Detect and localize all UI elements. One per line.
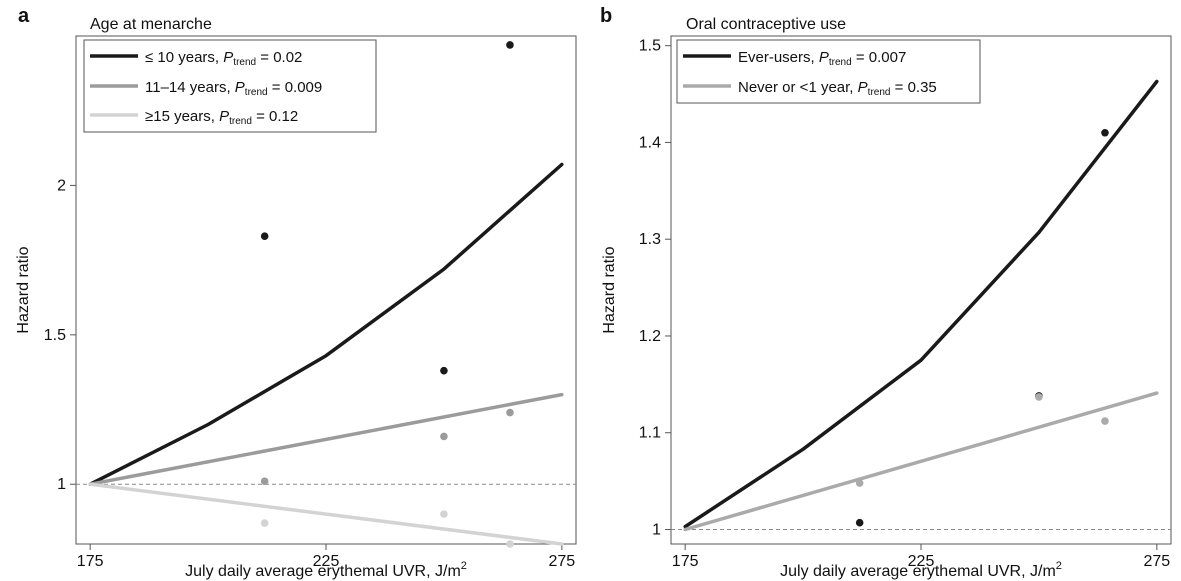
- panel-a-axes: 175 225 275 1 1.5 2: [44, 177, 576, 570]
- panel-b-y-tick-label-1: 1: [652, 521, 661, 538]
- panel-a-x-tick-label-2: 225: [313, 553, 340, 570]
- panel-b-x-tick-label-2: 225: [908, 553, 935, 570]
- panel-b-y-tick-label-6: 1.5: [639, 38, 661, 55]
- panel-b-legend-entry-1: Ever-users, Ptrend = 0.007: [683, 49, 906, 68]
- panel-a-series-3-point-3: [506, 540, 514, 548]
- panel-a-series-1-line: [88, 162, 564, 486]
- panel-a-y-axis-label: Hazard ratio: [15, 246, 32, 333]
- panel-a-y-tick-label-2: 1.5: [44, 327, 66, 344]
- panel-b-axes: 175 225 275 1 1.1 1.2 1.3 1.4 1.5: [639, 38, 1171, 570]
- panel-b-y-tick-label-5: 1.4: [639, 134, 661, 151]
- panel-a-x-tick-label-3: 275: [548, 553, 575, 570]
- panel-a-y-tick-label-1: 1: [57, 476, 66, 493]
- panel-b-series-2-line: [683, 391, 1159, 532]
- panel-b-label: b: [600, 5, 612, 27]
- panel-b-legend-entry-2: Never or <1 year, Ptrend = 0.35: [683, 79, 937, 98]
- panel-a-legend-entry-2: 11–14 years, Ptrend = 0.009: [90, 79, 322, 98]
- panel-a-y-tick-label-3: 2: [57, 177, 66, 194]
- panel-b-series-2-point-1: [855, 479, 864, 487]
- panel-b-legend-label-1: Ever-users, Ptrend = 0.007: [738, 49, 906, 68]
- panel-b-series-2-point-2: [1035, 393, 1043, 401]
- panel-b-series-1-point-3: [1101, 128, 1109, 137]
- panel-a: a 175 225 275 1 1.5 2 Age at menarche ≤ 10 ye…: [15, 5, 577, 580]
- panel-b-x-tick-label-1: 175: [672, 553, 699, 570]
- panel-b-plot-frame: [670, 35, 1172, 545]
- panel-a-series-1-point-3: [506, 41, 514, 49]
- panel-a-legend-label-2: 11–14 years, Ptrend = 0.009: [145, 79, 322, 98]
- panel-a-label: a: [18, 5, 30, 27]
- panel-a-legend-label-3: ≥15 years, Ptrend = 0.12: [145, 108, 298, 127]
- panel-b-legend-frame: [676, 39, 981, 104]
- panel-a-series-3-point-1: [260, 519, 269, 527]
- panel-b-y-axis-label: Hazard ratio: [601, 246, 618, 333]
- panel-b-series-2-point-3: [1101, 417, 1109, 425]
- panel-a-series-2-point-3: [506, 408, 514, 417]
- panel-a-series-2-point-1: [260, 477, 269, 486]
- panel-a-series-1-point-1: [260, 232, 269, 241]
- panel-b-legend: Ever-users, Ptrend = 0.007 Never or <1 y…: [676, 39, 981, 104]
- panel-b-series: [683, 79, 1159, 532]
- panel-a-legend-title: Age at menarche: [90, 16, 212, 33]
- panel-b: b 175 225 275 1 1.1 1.2 1.3 1.4 1.5 Oral contrac…: [600, 5, 1172, 580]
- panel-a-legend-entry-1: ≤ 10 years, Ptrend = 0.02: [90, 49, 302, 68]
- panel-b-series-1-line: [683, 79, 1159, 529]
- panel-a-series-2-point-2: [440, 432, 448, 441]
- panel-a-legend-entry-3: ≥15 years, Ptrend = 0.12: [90, 108, 298, 127]
- panel-a-series-3-line: [88, 482, 564, 546]
- panel-a-series-3-point-2: [440, 510, 448, 518]
- panel-a-series-1-point-2: [440, 366, 448, 375]
- panel-a-x-axis-label: July daily average erythemal UVR, J/m2: [185, 560, 467, 580]
- panel-a-legend: ≤ 10 years, Ptrend = 0.02 11–14 years, P…: [83, 39, 377, 133]
- panel-a-series-2-line: [88, 392, 564, 486]
- panel-b-x-tick-label-3: 275: [1143, 553, 1170, 570]
- panel-b-y-tick-label-4: 1.3: [639, 231, 661, 248]
- panel-b-legend-title: Oral contraceptive use: [686, 16, 846, 33]
- panel-b-legend-label-2: Never or <1 year, Ptrend = 0.35: [738, 79, 937, 98]
- panel-b-series-1-point-1: [855, 518, 864, 527]
- panel-b-x-axis-label: July daily average erythemal UVR, J/m2: [780, 560, 1062, 580]
- panel-a-x-tick-label-1: 175: [77, 553, 104, 570]
- panel-a-legend-label-1: ≤ 10 years, Ptrend = 0.02: [145, 49, 302, 68]
- panel-b-y-tick-label-3: 1.2: [639, 328, 661, 345]
- panel-a-series: [88, 41, 564, 548]
- panel-b-y-tick-label-2: 1.1: [639, 425, 661, 442]
